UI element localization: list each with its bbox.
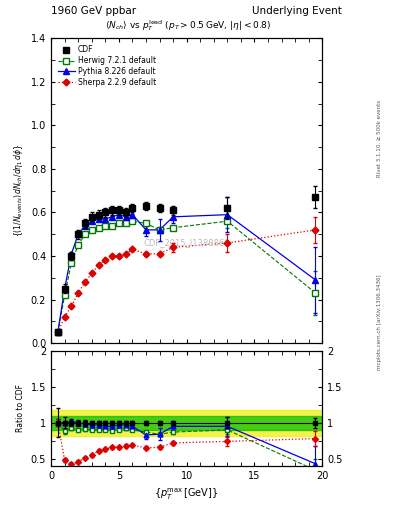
Y-axis label: Ratio to CDF: Ratio to CDF: [16, 385, 25, 432]
Bar: [51, 410, 322, 436]
X-axis label: $\{p_T^{\rm max}\,{\rm [GeV]}\}$: $\{p_T^{\rm max}\,{\rm [GeV]}\}$: [154, 486, 219, 502]
Text: 1960 GeV ppbar: 1960 GeV ppbar: [51, 6, 136, 16]
Y-axis label: $\{(1/N_{events})\,dN_{ch}/d\eta_1\,d\phi\}$: $\{(1/N_{events})\,dN_{ch}/d\eta_1\,d\ph…: [12, 144, 25, 238]
Text: $\langle N_{ch}\rangle$ vs $p_T^{\rm lead}$ ($p_T > 0.5\,{\rm GeV},\,|\eta| < 0.: $\langle N_{ch}\rangle$ vs $p_T^{\rm lea…: [105, 18, 272, 33]
Text: Rivet 3.1.10, ≥ 500k events: Rivet 3.1.10, ≥ 500k events: [377, 100, 382, 177]
Text: CDF_2015_I1388868: CDF_2015_I1388868: [143, 238, 230, 247]
Text: mcplots.cern.ch [arXiv:1306.3436]: mcplots.cern.ch [arXiv:1306.3436]: [377, 275, 382, 370]
Bar: [51, 416, 322, 430]
Legend: CDF, Herwig 7.2.1 default, Pythia 8.226 default, Sherpa 2.2.9 default: CDF, Herwig 7.2.1 default, Pythia 8.226 …: [55, 42, 159, 90]
Text: Underlying Event: Underlying Event: [252, 6, 342, 16]
